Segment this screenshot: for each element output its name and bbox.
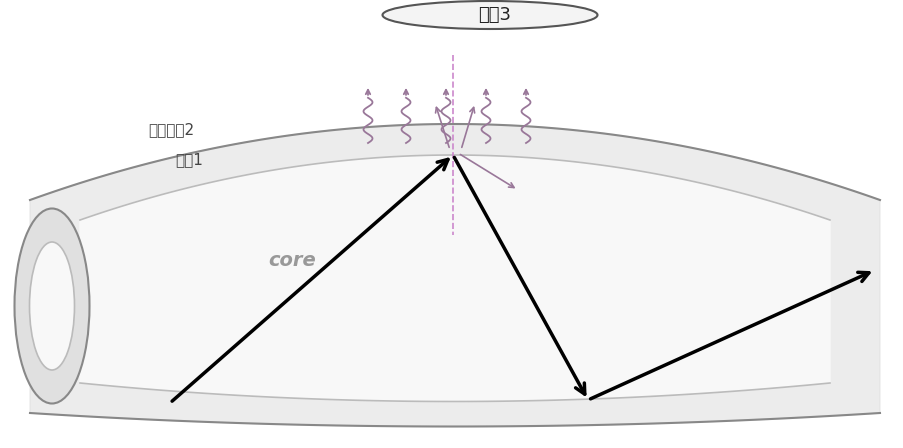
Text: 介质1: 介质1	[175, 152, 202, 168]
Text: 光疏介质2: 光疏介质2	[148, 122, 194, 138]
Ellipse shape	[14, 208, 89, 404]
Text: core: core	[267, 250, 315, 270]
Text: 介质3: 介质3	[478, 6, 511, 24]
Polygon shape	[30, 124, 879, 426]
Polygon shape	[79, 155, 829, 401]
Ellipse shape	[382, 1, 597, 29]
Ellipse shape	[30, 242, 74, 370]
